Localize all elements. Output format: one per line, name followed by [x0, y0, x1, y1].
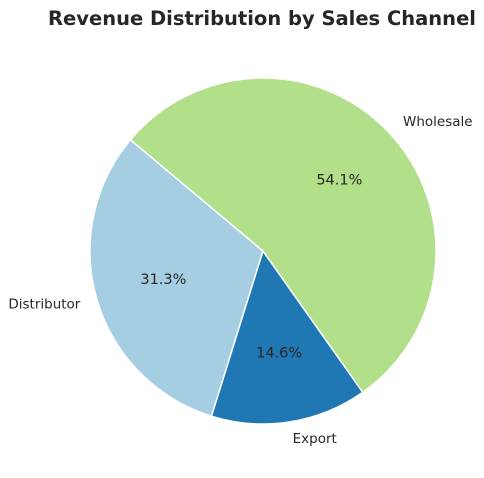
pie-slice-distributor: [89, 139, 264, 417]
slice-label-distributor: Distributor: [8, 297, 80, 313]
slice-percent-wholesale: 54.1%: [316, 173, 362, 189]
slice-percent-distributor: 31.3%: [140, 272, 186, 288]
pie-slices: [89, 77, 437, 425]
pie-slice-export: [210, 250, 364, 425]
pie-labels: Distributor 31.3% Export 14.6% Wholesale 54.1…: [8, 114, 472, 447]
chart-title: Revenue Distribution by Sales Channel: [48, 7, 476, 30]
pie-slice-wholesale: [129, 77, 437, 394]
slice-label-wholesale: Wholesale: [403, 114, 473, 130]
slice-percent-export: 14.6%: [256, 346, 302, 362]
slice-label-export: Export: [293, 431, 337, 447]
